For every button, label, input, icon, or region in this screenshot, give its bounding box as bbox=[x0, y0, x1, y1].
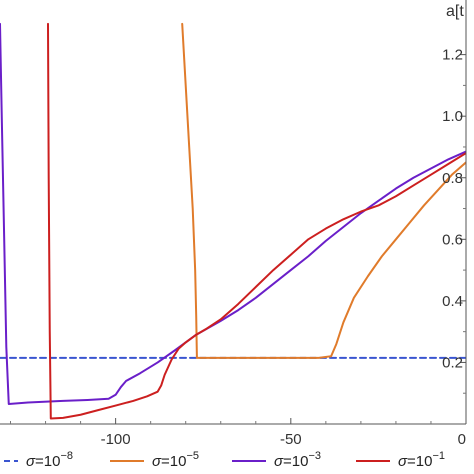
y-tick-label: 0.8 bbox=[442, 170, 463, 187]
y-tick-label: 1.2 bbox=[442, 47, 463, 64]
legend-label: σ=10−8 bbox=[26, 450, 73, 470]
y-axis-label: a[t bbox=[446, 3, 464, 20]
series-line-4 bbox=[47, 22, 466, 420]
x-ticks: -100 -50 0 bbox=[10, 418, 467, 448]
y-ticks: 0.2 0.4 0.6 0.8 1.0 1.2 bbox=[442, 47, 466, 394]
legend-label: σ=10−1 bbox=[398, 450, 445, 470]
legend-label: σ=10−5 bbox=[152, 450, 199, 470]
legend-item-3: σ=10−3 bbox=[232, 450, 321, 470]
legend-item-1: σ=10−8 bbox=[0, 450, 73, 470]
y-tick-label: 0.6 bbox=[442, 231, 463, 248]
series-line-3 bbox=[0, 22, 466, 405]
y-tick-label: 0.2 bbox=[442, 354, 463, 371]
x-tick-label: 0 bbox=[458, 431, 466, 448]
legend: σ=10−8 σ=10−5 σ=10−3 σ=10−1 bbox=[0, 450, 445, 470]
plot-area bbox=[0, 22, 466, 420]
series-line-2 bbox=[181, 22, 466, 359]
legend-label: σ=10−3 bbox=[274, 450, 321, 470]
legend-item-4: σ=10−1 bbox=[356, 450, 445, 470]
x-tick-label: -50 bbox=[280, 431, 302, 448]
y-tick-label: 1.0 bbox=[442, 108, 463, 125]
legend-item-2: σ=10−5 bbox=[110, 450, 199, 470]
y-tick-label: 0.4 bbox=[442, 293, 463, 310]
x-tick-label: -100 bbox=[101, 431, 131, 448]
